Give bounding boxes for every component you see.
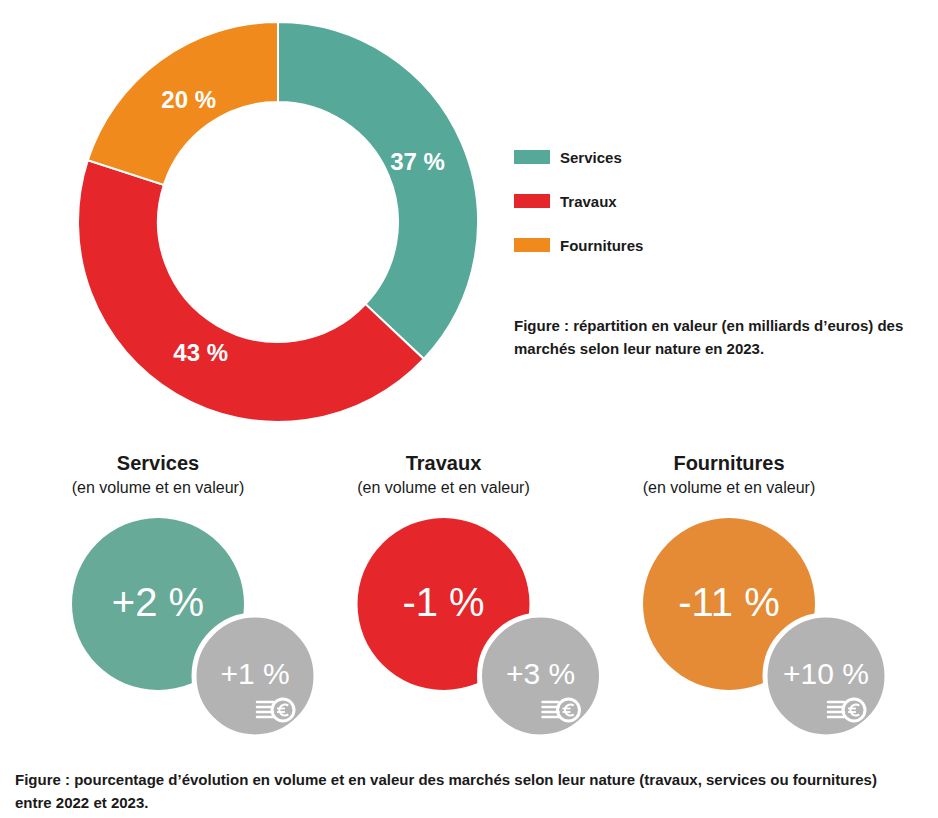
- figure-caption: Figure : répartition en valeur (en milli…: [514, 314, 936, 360]
- coin-stack-line: [828, 716, 844, 719]
- euro-icon: [257, 699, 294, 721]
- volume-label: +2 %: [112, 580, 204, 624]
- value-circle: [194, 615, 316, 737]
- slice-label: 37 %: [390, 148, 445, 175]
- legend-label: Fournitures: [560, 237, 643, 254]
- euro-bar: [277, 711, 285, 713]
- coin-stack-line: [543, 716, 559, 719]
- legend-swatch: [514, 194, 550, 208]
- kpi-note: (en volume et en valeur): [72, 479, 245, 496]
- kpi-title: Travaux: [406, 452, 482, 474]
- legend-swatch: [514, 238, 550, 252]
- coin-stack-line: [543, 701, 559, 704]
- coin: [272, 699, 294, 721]
- coin-stack-line: [543, 706, 559, 709]
- coin-stack-line: [828, 706, 844, 709]
- kpi-note: (en volume et en valeur): [643, 479, 816, 496]
- euro-sign: [280, 705, 289, 716]
- slice-label: 20 %: [161, 86, 216, 113]
- legend-item: Fournitures: [514, 237, 643, 254]
- kpi-title: Fournitures: [673, 452, 784, 474]
- volume-label: -1 %: [402, 580, 484, 624]
- legend-swatch: [514, 150, 550, 164]
- coin-stack-line: [257, 701, 273, 704]
- figure-caption: Figure : pourcentage d’évolution en volu…: [15, 768, 905, 814]
- legend-item: Services: [514, 149, 622, 166]
- kpi-title: Services: [117, 452, 199, 474]
- legend-label: Travaux: [560, 193, 617, 210]
- coin-stack-line: [257, 716, 273, 719]
- coin: [558, 699, 580, 721]
- euro-icon: [543, 699, 580, 721]
- value-label: +3 %: [506, 657, 575, 690]
- legend-item: Travaux: [514, 193, 617, 210]
- euro-bar: [848, 711, 856, 713]
- value-circle: [765, 615, 887, 737]
- euro-sign: [851, 705, 860, 716]
- donut-slice: [78, 160, 424, 422]
- euro-icon: [828, 699, 865, 721]
- euro-bar: [848, 708, 856, 710]
- kpi-group: Travaux (en volume et en valeur) -1 % +3 %: [357, 452, 601, 737]
- kpi-group: Fournitures (en volume et en valeur) -11 %…: [643, 452, 887, 737]
- coin-stack-line: [257, 706, 273, 709]
- volume-label: -11 %: [678, 580, 780, 624]
- euro-sign: [565, 705, 574, 716]
- legend-label: Services: [560, 149, 622, 166]
- value-circle: [480, 615, 602, 737]
- value-label: +10 %: [783, 657, 869, 690]
- euro-bar: [563, 708, 571, 710]
- coin-stack-line: [828, 701, 844, 704]
- donut-slice: [88, 22, 278, 185]
- coin: [843, 699, 865, 721]
- donut-chart: 37 % 43 % 20 %: [78, 22, 478, 422]
- kpi-note: (en volume et en valeur): [357, 479, 530, 496]
- euro-bar: [277, 708, 285, 710]
- legend: Services Travaux Fournitures: [514, 149, 643, 254]
- slice-label: 43 %: [173, 339, 228, 366]
- chart-canvas: 37 %43 %20 %ServicesTravauxFournituresSe…: [0, 0, 938, 818]
- kpi-group: Services (en volume et en valeur) +2 % +1 %: [72, 452, 316, 737]
- euro-bar: [563, 711, 571, 713]
- donut-slice: [278, 22, 478, 359]
- value-label: +1 %: [220, 657, 289, 690]
